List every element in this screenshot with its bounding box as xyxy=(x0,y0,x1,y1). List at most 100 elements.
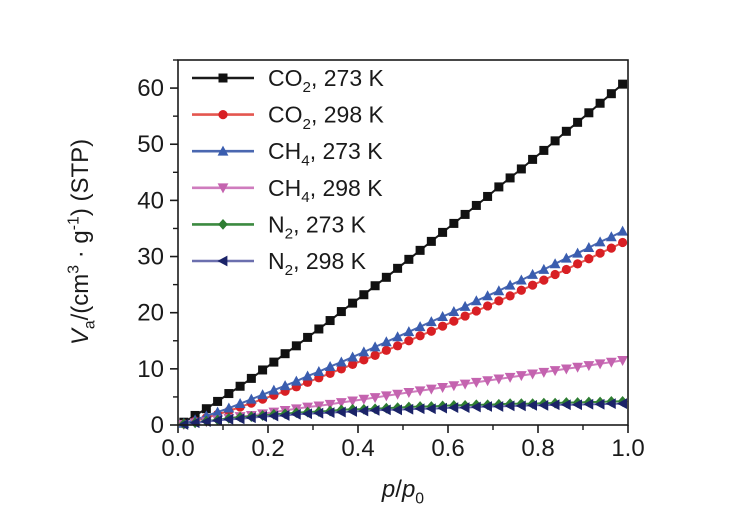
data-point-marker xyxy=(605,357,617,368)
data-point-marker xyxy=(605,231,617,242)
data-point-marker xyxy=(224,389,234,399)
data-point-marker xyxy=(605,398,616,410)
data-point-marker xyxy=(483,191,493,201)
data-point-marker xyxy=(268,410,279,422)
data-point-marker xyxy=(560,399,571,411)
data-point-marker xyxy=(527,399,537,411)
data-point-marker xyxy=(561,126,571,136)
data-point-marker xyxy=(617,225,628,236)
data-point-marker xyxy=(314,324,324,334)
data-point-marker xyxy=(516,164,526,174)
data-point-marker xyxy=(347,351,358,362)
legend-label: CH4, 273 K xyxy=(268,138,383,169)
data-point-marker xyxy=(482,401,492,412)
data-point-marker xyxy=(595,248,605,258)
data-point-marker xyxy=(437,311,448,322)
data-point-marker xyxy=(449,316,459,326)
data-point-marker xyxy=(549,258,561,269)
legend-label: N2, 273 K xyxy=(268,211,367,242)
data-point-marker xyxy=(561,264,571,275)
data-point-marker xyxy=(313,366,325,377)
data-point-marker xyxy=(573,117,583,127)
data-point-marker xyxy=(437,402,447,414)
data-point-marker xyxy=(549,366,561,377)
data-point-marker xyxy=(618,237,628,248)
data-point-marker xyxy=(257,389,268,400)
data-point-marker xyxy=(403,326,415,337)
data-point-marker xyxy=(380,404,391,416)
data-point-marker xyxy=(448,381,460,392)
x-tick-label: 0.0 xyxy=(161,435,194,462)
data-point-marker xyxy=(380,336,392,347)
x-tick-label: 0.4 xyxy=(341,435,374,462)
data-point-marker xyxy=(617,356,628,367)
legend-item-co2-273k: CO2, 273 K xyxy=(192,65,384,96)
data-point-marker xyxy=(218,219,228,230)
series-co2-273k xyxy=(179,79,628,427)
legend-label: CO2, 273 K xyxy=(268,65,384,96)
data-point-marker xyxy=(235,381,245,391)
data-point-marker xyxy=(358,346,370,357)
x-axis-label: p/p0 xyxy=(381,476,424,508)
data-point-marker xyxy=(303,332,313,342)
y-tick-label: 40 xyxy=(137,187,164,214)
data-point-marker xyxy=(392,331,403,342)
data-point-marker xyxy=(437,382,448,393)
data-point-marker xyxy=(268,384,280,395)
data-point-marker xyxy=(234,398,246,409)
data-point-marker xyxy=(393,341,403,351)
data-point-marker xyxy=(213,396,223,406)
data-point-marker xyxy=(606,243,616,253)
data-point-marker xyxy=(470,295,482,306)
data-point-marker xyxy=(347,406,357,417)
legend: CO2, 273 K CO2, 298 K CH4, 273 K CH4, 298 K… xyxy=(192,65,384,279)
data-point-marker xyxy=(538,367,550,378)
data-point-marker xyxy=(245,412,256,424)
data-point-marker xyxy=(493,374,505,385)
y-tick-label: 0 xyxy=(151,412,164,439)
data-point-marker xyxy=(426,236,436,246)
data-point-marker xyxy=(449,218,459,228)
data-point-marker xyxy=(527,369,538,380)
data-point-marker xyxy=(404,254,414,264)
series-line xyxy=(183,400,623,425)
data-point-marker xyxy=(482,376,493,387)
data-point-marker xyxy=(425,384,437,395)
data-point-marker xyxy=(245,393,257,404)
data-point-marker xyxy=(414,403,425,415)
data-point-marker xyxy=(325,368,335,378)
data-point-marker xyxy=(483,301,493,311)
data-point-marker xyxy=(618,79,628,89)
legend-item-ch4-273k: CH4, 273 K xyxy=(192,138,383,169)
data-point-marker xyxy=(258,365,268,375)
legend-item-n2-298k: N2, 298 K xyxy=(192,248,367,279)
data-point-marker xyxy=(415,245,425,255)
legend-label: CO2, 298 K xyxy=(268,102,384,133)
y-tick-label: 30 xyxy=(137,244,164,271)
data-point-marker xyxy=(223,402,235,413)
data-point-marker xyxy=(269,357,279,367)
data-point-marker xyxy=(257,411,267,422)
data-point-marker xyxy=(392,389,403,400)
data-point-marker xyxy=(560,252,572,263)
data-point-marker xyxy=(515,274,527,285)
series-line xyxy=(183,359,623,426)
data-point-marker xyxy=(471,200,481,210)
data-point-marker xyxy=(470,401,481,413)
data-point-marker xyxy=(246,373,256,383)
data-point-marker xyxy=(572,399,582,411)
data-point-marker xyxy=(426,326,436,336)
data-point-marker xyxy=(573,259,583,269)
data-point-marker xyxy=(381,272,391,282)
data-point-marker xyxy=(201,404,211,414)
data-point-marker xyxy=(504,400,515,412)
data-point-marker xyxy=(438,227,448,237)
x-tick-label: 0.8 xyxy=(521,435,554,462)
data-point-marker xyxy=(505,291,515,301)
data-point-marker xyxy=(459,402,470,413)
data-point-marker xyxy=(617,398,627,410)
data-point-marker xyxy=(583,361,595,372)
legend-label: CH4, 298 K xyxy=(268,175,383,206)
legend-item-ch4-298k: CH4, 298 K xyxy=(192,175,383,206)
